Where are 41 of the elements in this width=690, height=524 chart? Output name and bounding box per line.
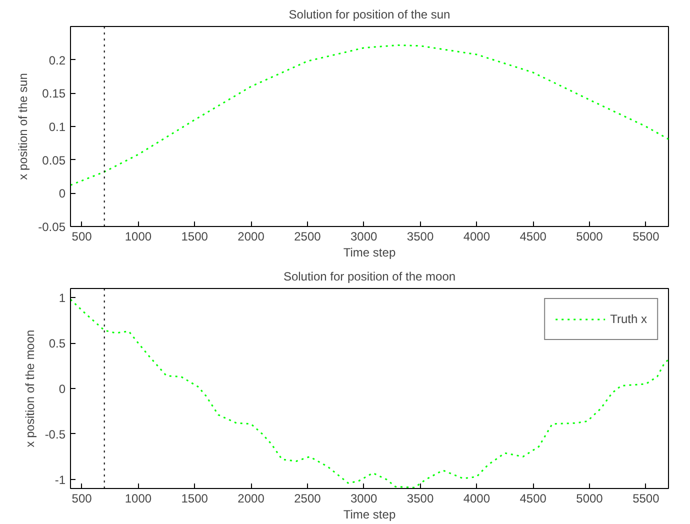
x-tick-label: 4000 <box>463 492 490 506</box>
x-axis-title: Time step <box>343 508 396 522</box>
x-tick-label: 500 <box>72 230 92 244</box>
x-tick-label: 3500 <box>406 492 434 506</box>
x-tick-label: 1000 <box>124 230 152 244</box>
y-tick-label: -0.5 <box>44 427 66 442</box>
x-tick-label: 4000 <box>463 230 490 244</box>
line-series <box>70 44 668 186</box>
chart-title: Solution for position of the moon <box>283 270 456 284</box>
y-axis-title: x position of the moon <box>22 330 37 448</box>
legend-label: Truth x <box>610 312 647 326</box>
x-tick-label: 1500 <box>181 230 208 244</box>
x-tick-label: 2500 <box>294 230 322 244</box>
y-tick-label: 0.05 <box>42 153 66 168</box>
y-tick-label: 0.5 <box>48 336 66 351</box>
x-tick-label: 3500 <box>406 230 434 244</box>
x-tick-label: 1500 <box>181 492 208 506</box>
y-tick-label: -1 <box>54 472 66 487</box>
x-tick-label: 4500 <box>520 492 547 506</box>
x-tick-label: 5500 <box>632 230 660 244</box>
x-tick-label: 3000 <box>350 230 378 244</box>
x-tick-label: 4500 <box>520 230 547 244</box>
x-tick-label: 1000 <box>124 492 152 506</box>
x-tick-label: 2000 <box>238 492 265 506</box>
y-tick-label: -0.05 <box>38 220 66 234</box>
x-tick-label: 3000 <box>350 492 378 506</box>
y-tick-label: 0.15 <box>42 86 66 101</box>
y-tick-label: 0 <box>58 382 66 396</box>
chart-title: Solution for position of the sun <box>288 8 450 22</box>
x-tick-label: 2500 <box>294 492 322 506</box>
y-tick-label: 0 <box>58 186 66 201</box>
x-axis-title: Time step <box>343 246 396 260</box>
y-axis-title: x position of the sun <box>16 73 30 180</box>
y-tick-label: 1 <box>58 291 66 306</box>
x-tick-label: 500 <box>72 492 92 506</box>
x-tick-label: 2000 <box>238 230 265 244</box>
x-tick-label: 5500 <box>632 492 660 506</box>
y-tick-label: 0.1 <box>48 120 66 134</box>
y-tick-label: 0.2 <box>48 53 66 68</box>
x-tick-label: 5000 <box>576 230 604 244</box>
x-tick-label: 5000 <box>576 492 604 506</box>
